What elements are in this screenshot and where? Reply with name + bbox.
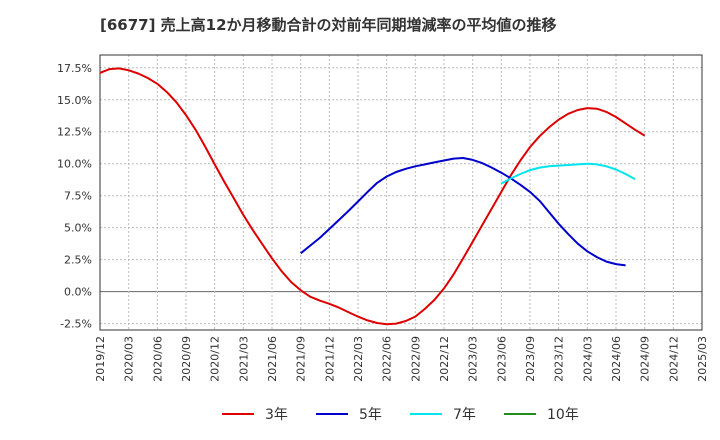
x-tick-label: 2020/06: [151, 336, 164, 382]
x-tick-label: 2022/03: [352, 336, 365, 382]
x-tick-label: 2020/03: [123, 336, 136, 382]
y-tick-label: 12.5%: [57, 126, 92, 139]
x-tick-label: 2023/12: [553, 336, 566, 382]
x-tick-label: 2022/06: [381, 336, 394, 382]
chart-title: [6677] 売上高12か月移動合計の対前年同期増減率の平均値の推移: [100, 16, 557, 34]
legend-label: 5年: [359, 407, 382, 423]
plot-frame: [99, 54, 703, 331]
x-tick-label: 2022/09: [409, 336, 422, 382]
x-tick-label: 2025/03: [696, 336, 709, 382]
y-tick-label: 17.5%: [57, 62, 92, 75]
y-tick-label: 10.0%: [57, 158, 92, 171]
x-tick-label: 2023/03: [467, 336, 480, 382]
y-tick-label: 2.5%: [64, 254, 92, 267]
y-tick-label: 7.5%: [64, 190, 92, 203]
x-tick-label: 2020/12: [209, 336, 222, 382]
x-tick-label: 2024/06: [610, 336, 623, 382]
x-tick-label: 2022/12: [438, 336, 451, 382]
x-tick-label: 2019/12: [94, 336, 107, 382]
series-line: [500, 162, 636, 185]
x-tick-label: 2023/09: [524, 336, 537, 382]
legend-label: 10年: [547, 407, 579, 423]
plot-area: [100, 55, 702, 330]
x-tick-label: 2024/09: [639, 336, 652, 382]
x-tick-label: 2021/06: [266, 336, 279, 382]
legend-label: 3年: [265, 407, 288, 423]
series-line: [99, 67, 646, 326]
x-tick-label: 2024/03: [581, 336, 594, 382]
legend-label: 7年: [453, 407, 476, 423]
x-tick-label: 2021/09: [295, 336, 308, 382]
x-tick-label: 2024/12: [667, 336, 680, 382]
y-tick-label: 15.0%: [57, 94, 92, 107]
x-tick-label: 2021/03: [237, 336, 250, 382]
y-tick-label: -2.5%: [60, 318, 92, 331]
series-line: [300, 157, 626, 267]
y-tick-label: 5.0%: [64, 222, 92, 235]
y-tick-label: 0.0%: [64, 286, 92, 299]
x-tick-label: 2021/12: [323, 336, 336, 382]
x-tick-label: 2020/09: [180, 336, 193, 382]
x-tick-label: 2023/06: [495, 336, 508, 382]
